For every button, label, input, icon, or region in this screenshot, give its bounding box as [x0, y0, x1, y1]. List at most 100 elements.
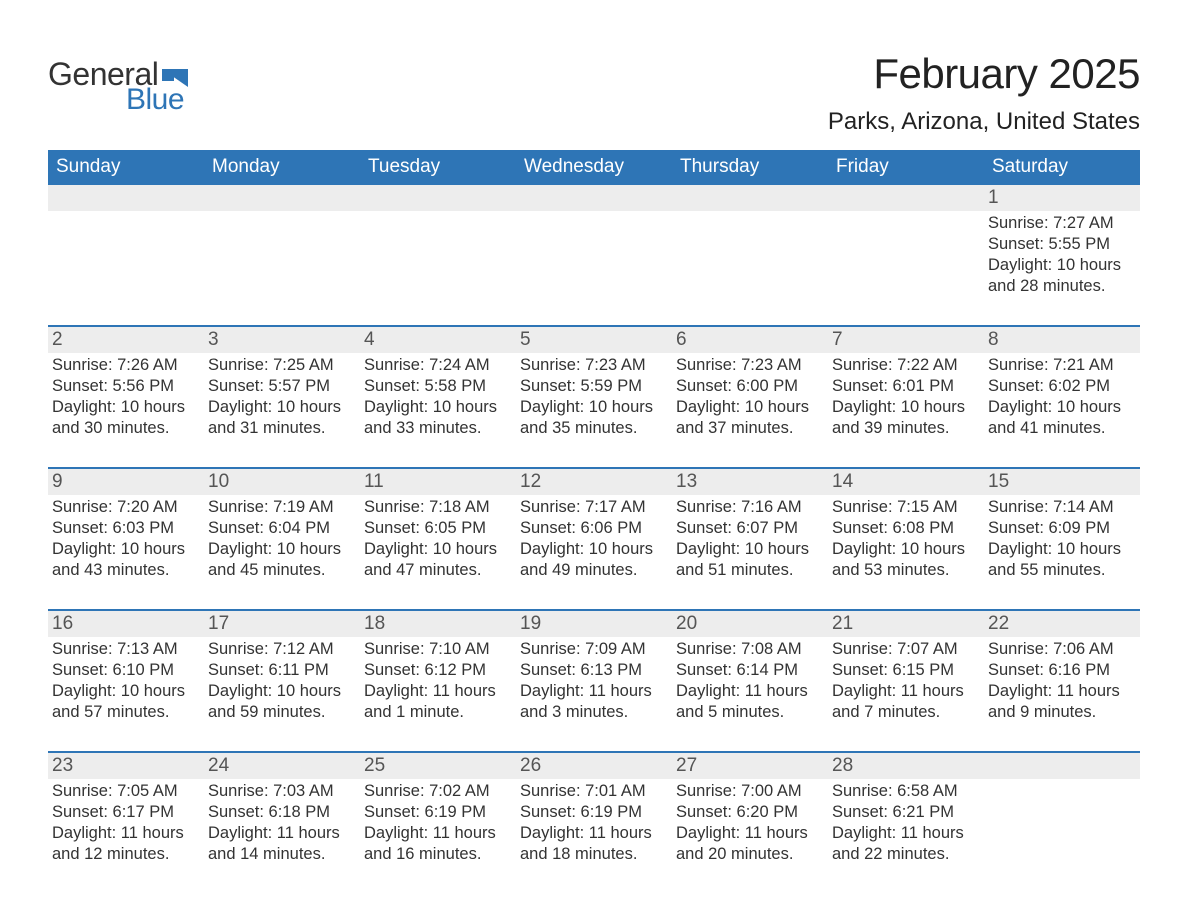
daylight-line: Daylight: 10 hours and 43 minutes.: [52, 539, 196, 581]
day-number: 6: [676, 329, 687, 350]
day-number: 17: [208, 613, 229, 634]
daylight-line: Daylight: 10 hours and 35 minutes.: [520, 397, 664, 439]
day-info: Sunrise: 7:06 AMSunset: 6:16 PMDaylight:…: [988, 639, 1132, 723]
daylight-line: Daylight: 10 hours and 53 minutes.: [832, 539, 976, 581]
sunrise-line: Sunrise: 7:17 AM: [520, 497, 664, 518]
day-number: 12: [520, 471, 541, 492]
day-number: 18: [364, 613, 385, 634]
sunrise-line: Sunrise: 7:22 AM: [832, 355, 976, 376]
day-info: Sunrise: 7:22 AMSunset: 6:01 PMDaylight:…: [832, 355, 976, 439]
day-info: Sunrise: 7:02 AMSunset: 6:19 PMDaylight:…: [364, 781, 508, 865]
day-info: Sunrise: 7:25 AMSunset: 5:57 PMDaylight:…: [208, 355, 352, 439]
day-of-week-cell: Saturday: [984, 150, 1140, 185]
day-info: Sunrise: 6:58 AMSunset: 6:21 PMDaylight:…: [832, 781, 976, 865]
day-cell: 10Sunrise: 7:19 AMSunset: 6:04 PMDayligh…: [204, 469, 360, 587]
day-cell: 2 Sunrise: 7:26 AMSunset: 5:56 PMDaylight…: [48, 327, 204, 445]
sunset-line: Sunset: 6:19 PM: [520, 802, 664, 823]
day-number: 1: [988, 187, 999, 208]
day-number: 3: [208, 329, 219, 350]
daylight-line: Daylight: 11 hours and 16 minutes.: [364, 823, 508, 865]
day-cell: 13Sunrise: 7:16 AMSunset: 6:07 PMDayligh…: [672, 469, 828, 587]
sunset-line: Sunset: 5:56 PM: [52, 376, 196, 397]
daylight-line: Daylight: 10 hours and 39 minutes.: [832, 397, 976, 439]
day-number: 2: [52, 329, 63, 350]
day-number-row: 20: [672, 611, 828, 637]
sunset-line: Sunset: 6:05 PM: [364, 518, 508, 539]
day-number-row: 3: [204, 327, 360, 353]
location-subtitle: Parks, Arizona, United States: [828, 108, 1140, 136]
empty-day-cell: [360, 185, 516, 303]
day-cell: 20Sunrise: 7:08 AMSunset: 6:14 PMDayligh…: [672, 611, 828, 729]
sunset-line: Sunset: 6:11 PM: [208, 660, 352, 681]
day-info: Sunrise: 7:27 AMSunset: 5:55 PMDaylight:…: [988, 213, 1132, 297]
day-number-row: 10: [204, 469, 360, 495]
daylight-line: Daylight: 11 hours and 20 minutes.: [676, 823, 820, 865]
day-cell: 18Sunrise: 7:10 AMSunset: 6:12 PMDayligh…: [360, 611, 516, 729]
day-number: 26: [520, 755, 541, 776]
day-number-row: 17: [204, 611, 360, 637]
sunset-line: Sunset: 6:12 PM: [364, 660, 508, 681]
day-of-week-cell: Wednesday: [516, 150, 672, 185]
sunset-line: Sunset: 6:17 PM: [52, 802, 196, 823]
daylight-line: Daylight: 10 hours and 55 minutes.: [988, 539, 1132, 581]
logo: General Blue: [48, 56, 188, 117]
day-number: 19: [520, 613, 541, 634]
sunset-line: Sunset: 6:01 PM: [832, 376, 976, 397]
sunrise-line: Sunrise: 6:58 AM: [832, 781, 976, 802]
week-row: 23Sunrise: 7:05 AMSunset: 6:17 PMDayligh…: [48, 751, 1140, 871]
day-number: 28: [832, 755, 853, 776]
day-number-row: 23: [48, 753, 204, 779]
day-cell: 7Sunrise: 7:22 AMSunset: 6:01 PMDaylight…: [828, 327, 984, 445]
day-cell: 3 Sunrise: 7:25 AMSunset: 5:57 PMDaylight…: [204, 327, 360, 445]
sunrise-line: Sunrise: 7:25 AM: [208, 355, 352, 376]
day-number-row: 16: [48, 611, 204, 637]
daylight-line: Daylight: 11 hours and 7 minutes.: [832, 681, 976, 723]
sunrise-line: Sunrise: 7:24 AM: [364, 355, 508, 376]
day-info: Sunrise: 7:23 AMSunset: 5:59 PMDaylight:…: [520, 355, 664, 439]
day-number-row: 7: [828, 327, 984, 353]
daylight-line: Daylight: 11 hours and 22 minutes.: [832, 823, 976, 865]
day-cell: 11Sunrise: 7:18 AMSunset: 6:05 PMDayligh…: [360, 469, 516, 587]
sunrise-line: Sunrise: 7:06 AM: [988, 639, 1132, 660]
sunrise-line: Sunrise: 7:20 AM: [52, 497, 196, 518]
empty-number-row: [360, 185, 516, 211]
empty-day-cell: [828, 185, 984, 303]
day-number: 14: [832, 471, 853, 492]
sunset-line: Sunset: 6:10 PM: [52, 660, 196, 681]
day-number: 9: [52, 471, 63, 492]
daylight-line: Daylight: 10 hours and 51 minutes.: [676, 539, 820, 581]
day-number: 5: [520, 329, 531, 350]
daylight-line: Daylight: 10 hours and 45 minutes.: [208, 539, 352, 581]
day-info: Sunrise: 7:26 AMSunset: 5:56 PMDaylight:…: [52, 355, 196, 439]
day-cell: 22Sunrise: 7:06 AMSunset: 6:16 PMDayligh…: [984, 611, 1140, 729]
calendar-page: General Blue February 2025 Parks, Arizon…: [0, 0, 1188, 911]
empty-number-row: [204, 185, 360, 211]
sunset-line: Sunset: 6:02 PM: [988, 376, 1132, 397]
daylight-line: Daylight: 11 hours and 12 minutes.: [52, 823, 196, 865]
sunrise-line: Sunrise: 7:23 AM: [520, 355, 664, 376]
calendar-grid: SundayMondayTuesdayWednesdayThursdayFrid…: [48, 150, 1140, 871]
sunset-line: Sunset: 5:58 PM: [364, 376, 508, 397]
day-info: Sunrise: 7:24 AMSunset: 5:58 PMDaylight:…: [364, 355, 508, 439]
sunrise-line: Sunrise: 7:21 AM: [988, 355, 1132, 376]
day-number-row: 21: [828, 611, 984, 637]
day-info: Sunrise: 7:05 AMSunset: 6:17 PMDaylight:…: [52, 781, 196, 865]
sunrise-line: Sunrise: 7:27 AM: [988, 213, 1132, 234]
sunset-line: Sunset: 6:00 PM: [676, 376, 820, 397]
empty-number-row: [516, 185, 672, 211]
sunset-line: Sunset: 6:14 PM: [676, 660, 820, 681]
day-cell: 8Sunrise: 7:21 AMSunset: 6:02 PMDaylight…: [984, 327, 1140, 445]
sunrise-line: Sunrise: 7:05 AM: [52, 781, 196, 802]
day-number: 24: [208, 755, 229, 776]
daylight-line: Daylight: 10 hours and 47 minutes.: [364, 539, 508, 581]
day-number: 25: [364, 755, 385, 776]
daylight-line: Daylight: 10 hours and 30 minutes.: [52, 397, 196, 439]
day-info: Sunrise: 7:08 AMSunset: 6:14 PMDaylight:…: [676, 639, 820, 723]
day-number-row: 11: [360, 469, 516, 495]
sunset-line: Sunset: 5:55 PM: [988, 234, 1132, 255]
daylight-line: Daylight: 11 hours and 14 minutes.: [208, 823, 352, 865]
sunrise-line: Sunrise: 7:08 AM: [676, 639, 820, 660]
sunset-line: Sunset: 5:57 PM: [208, 376, 352, 397]
day-cell: 9Sunrise: 7:20 AMSunset: 6:03 PMDaylight…: [48, 469, 204, 587]
sunrise-line: Sunrise: 7:12 AM: [208, 639, 352, 660]
